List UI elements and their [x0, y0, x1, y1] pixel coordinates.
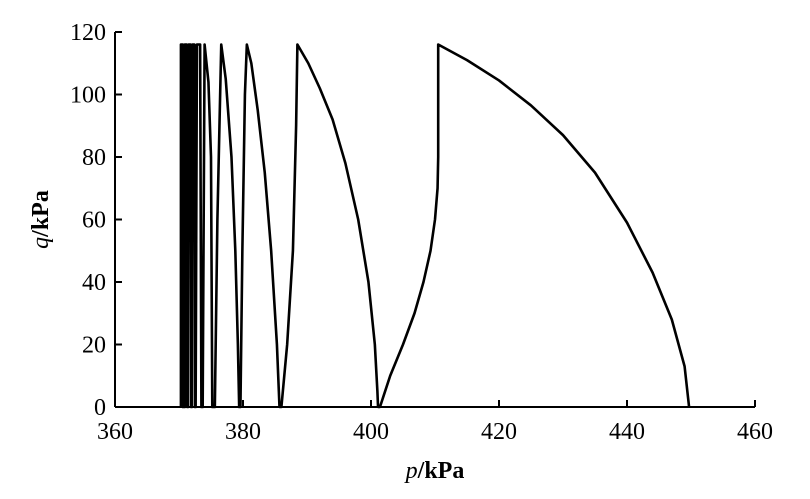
axis-ticks	[114, 31, 756, 408]
y-tick-label: 40	[82, 270, 106, 296]
series-line	[179, 43, 691, 409]
y-tick-label: 0	[94, 395, 106, 421]
x-tick-label: 460	[737, 419, 773, 445]
x-axis-label-unit: /kPa	[417, 458, 465, 484]
x-tick-label: 400	[353, 419, 389, 445]
x-axis-label: p/kPa	[404, 458, 465, 484]
y-tick-label: 100	[70, 83, 106, 109]
x-tick-label: 380	[225, 419, 261, 445]
x-tick-label: 420	[481, 419, 517, 445]
tick-labels: 360 380 400 420 440 460 0 20 40 60 80 100 120	[70, 20, 773, 445]
x-tick-label: 440	[609, 419, 645, 445]
y-tick-label: 60	[82, 208, 106, 234]
y-tick-label: 20	[82, 333, 106, 359]
y-axis-label-unit: /kPa	[28, 190, 54, 238]
x-axis-label-symbol: p	[404, 458, 418, 484]
x-tick-label: 360	[97, 419, 133, 445]
y-tick-label: 80	[82, 145, 106, 171]
y-axis-label: q/kPa	[28, 190, 54, 249]
y-tick-label: 120	[70, 20, 106, 46]
y-axis-label-symbol: q	[28, 237, 54, 249]
